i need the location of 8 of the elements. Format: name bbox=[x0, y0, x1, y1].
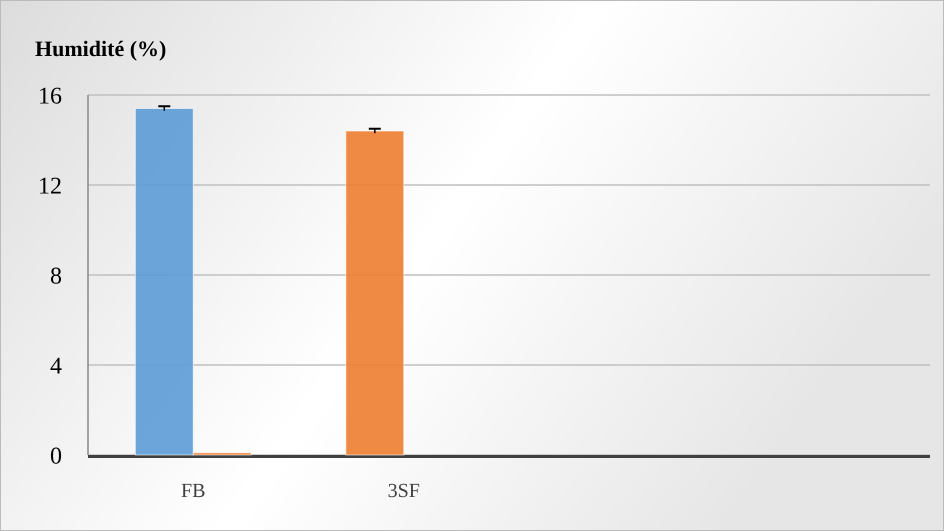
y-tick-label: 0 bbox=[50, 443, 62, 470]
x-tick-label: 3SF bbox=[388, 480, 420, 502]
x-tick-label: FB bbox=[181, 480, 206, 502]
y-tick-label: 8 bbox=[50, 263, 62, 290]
y-tick-label: 12 bbox=[38, 173, 62, 200]
chart-title: Humidité (%) bbox=[35, 36, 166, 61]
y-tick-label: 4 bbox=[50, 353, 62, 380]
y-tick-label: 16 bbox=[38, 83, 62, 110]
